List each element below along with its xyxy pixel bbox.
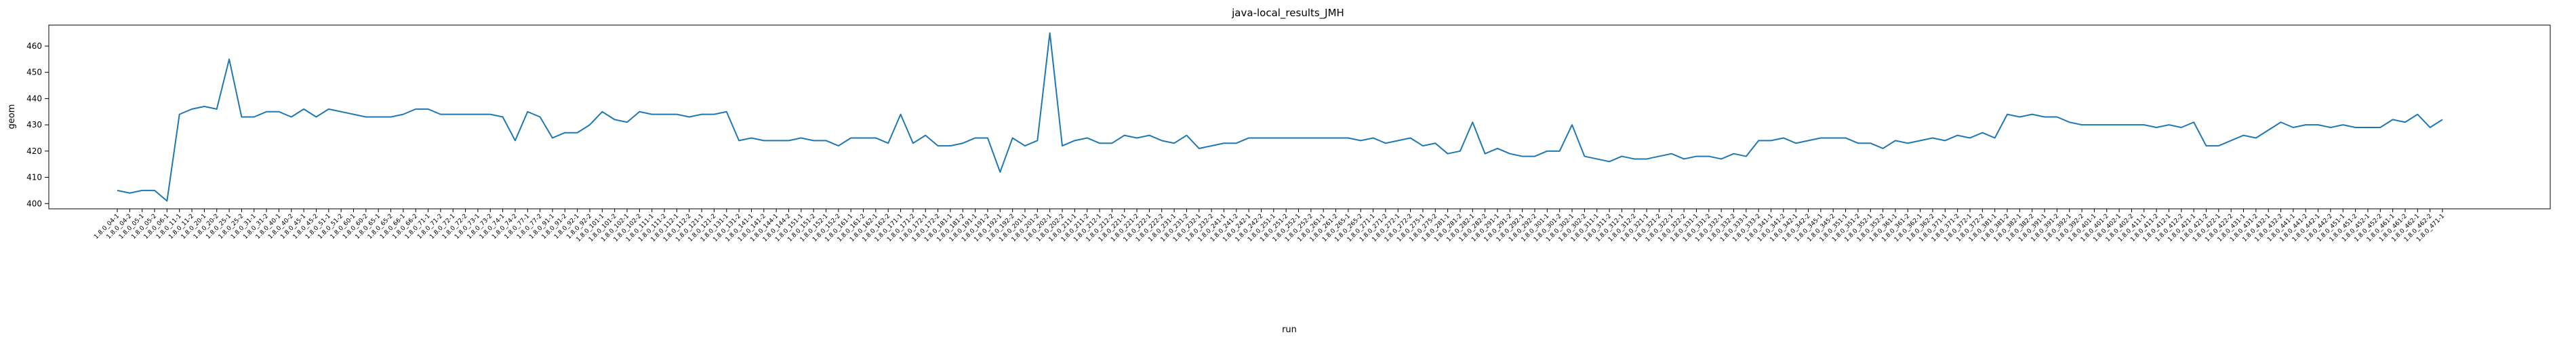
y-tick-label: 410 <box>26 173 42 182</box>
y-axis-label: geom <box>7 104 17 129</box>
y-tick-label: 420 <box>26 146 42 156</box>
x-axis-ticks: 1.8.0_04-11.8.0_04-21.8.0_05-11.8.0_05-2… <box>93 209 2446 243</box>
y-tick-label: 430 <box>26 120 42 129</box>
y-tick-label: 460 <box>26 41 42 51</box>
y-tick-label: 450 <box>26 68 42 77</box>
chart-title: java-local_results_JMH <box>1231 7 1344 20</box>
series-line <box>117 32 2443 202</box>
y-axis-ticks: 400 410 420 430 440 450 460 <box>26 41 49 208</box>
plot-frame <box>48 24 2551 210</box>
x-axis-label: run <box>1282 325 1297 335</box>
y-tick-label: 440 <box>26 94 42 103</box>
y-tick-label: 400 <box>26 199 42 208</box>
